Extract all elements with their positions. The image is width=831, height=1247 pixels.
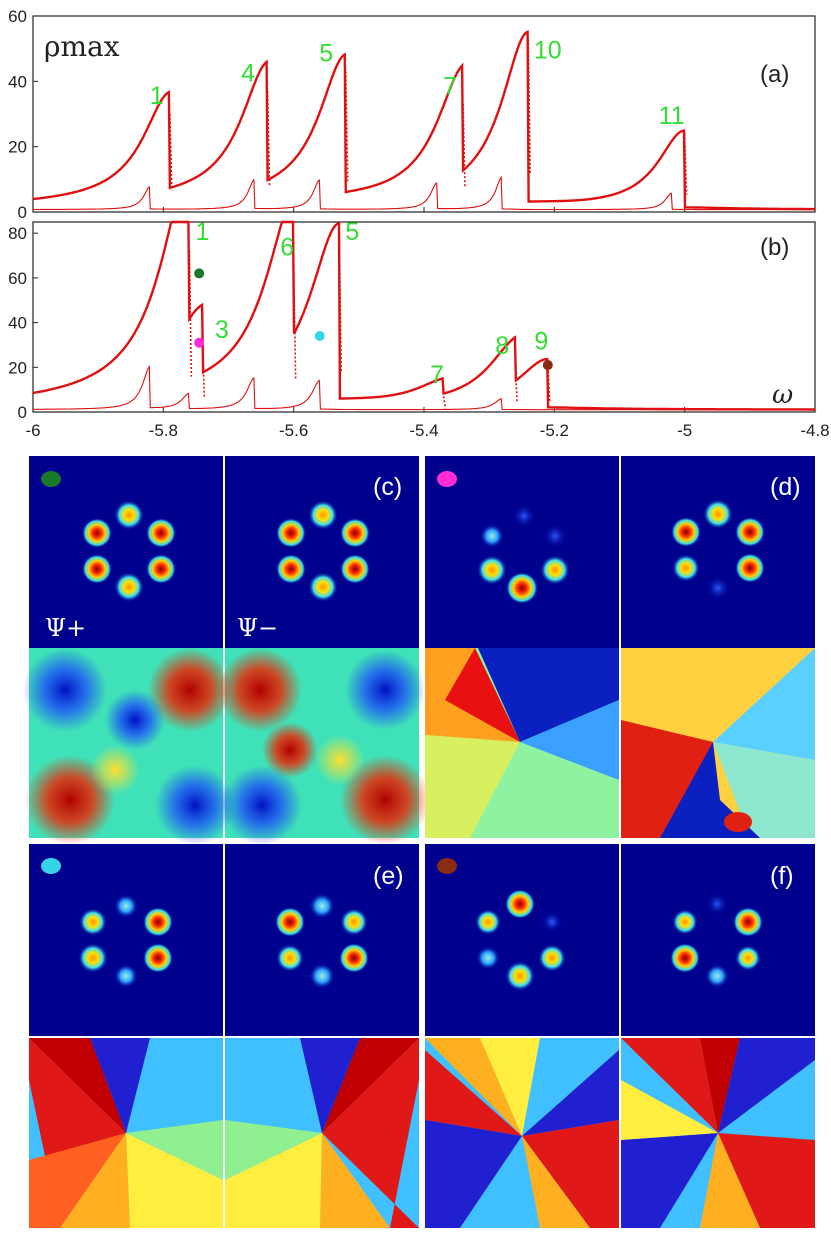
ytick-label: 40 [8, 314, 27, 333]
peak-label: 7 [443, 72, 457, 100]
series-upper-branch [32, 30, 815, 211]
peak-label: 10 [534, 36, 562, 64]
density-minus-f [621, 844, 815, 1036]
unstable-branch-dots [201, 342, 206, 397]
panel-a-label: (a) [760, 61, 789, 88]
panel-a-axes [32, 15, 816, 213]
peak-label: 3 [215, 316, 229, 344]
xtick-label: -5.2 [540, 421, 569, 440]
series-lower-branch [33, 175, 815, 211]
panel-b-axes [32, 221, 816, 413]
heatmap-panel-f: (f) [425, 844, 815, 1228]
panel-a-ylabel: ρmax [44, 30, 120, 63]
ring-c-plus [82, 500, 176, 602]
density-plus-c [29, 456, 223, 648]
peak-label: 4 [241, 59, 255, 87]
ring-c-minus [276, 500, 370, 602]
peak-label: 11 [659, 102, 685, 130]
panel-b-xlabel: ω [772, 380, 793, 410]
unstable-branch-dots [338, 233, 343, 373]
series-lower-branch [33, 364, 815, 411]
xtick-label: -5.6 [279, 421, 308, 440]
unstable-branch-dots [292, 264, 297, 380]
state-marker [542, 360, 553, 371]
panel-b-label: (b) [760, 234, 789, 261]
peak-label: 1 [150, 82, 164, 110]
panel-c-label: (c) [373, 473, 402, 501]
heatmap-panel-c: (c) Ψ+ Ψ− [23, 456, 430, 845]
ytick-label: 20 [8, 138, 27, 157]
xtick-label: -6 [25, 421, 40, 440]
psi-plus-label: Ψ+ [45, 614, 86, 642]
ytick-label: 80 [8, 224, 27, 243]
density-plus-f [425, 844, 619, 1036]
peak-label: 9 [534, 327, 548, 355]
xtick-label: -5.4 [409, 421, 438, 440]
psi-minus-label: Ψ− [237, 614, 278, 642]
xtick-label: -5 [677, 421, 692, 440]
ytick-label: 0 [18, 203, 27, 222]
peak-label: 5 [345, 218, 359, 246]
marker-c [41, 471, 61, 487]
panel-d-label: (d) [770, 473, 801, 501]
xtick-label: -4.8 [800, 421, 829, 440]
ytick-label: 60 [8, 7, 27, 26]
unstable-branch-dots [547, 362, 551, 402]
unstable-branch-dots [442, 396, 447, 409]
density-minus-c [225, 456, 419, 648]
peak-label: 5 [319, 40, 333, 68]
ytick-label: 0 [18, 403, 27, 422]
unstable-branch-dots [188, 251, 193, 377]
peak-label: 1 [195, 218, 209, 246]
panel-f-label: (f) [770, 862, 794, 890]
density-minus-d [621, 456, 815, 648]
panel-a-plot: 0 20 40 60 1 4 5 7 10 11 [8, 7, 816, 222]
series-upper-branch [32, 220, 815, 411]
ytick-label: 40 [8, 72, 27, 91]
ytick-label: 60 [8, 269, 27, 288]
peak-label: 7 [430, 361, 444, 389]
state-marker [194, 268, 205, 279]
density-plus-d [425, 456, 619, 648]
marker-d [437, 471, 457, 487]
panel-b-plot: 0 20 40 60 80 -6 -5.8 -5.6 -5.4 -5.2 -5 -4.8 1 3 6 5 7 8 9 [8, 218, 830, 440]
heatmap-panel-e: (e) [29, 844, 419, 1228]
unstable-branch-dots [169, 113, 173, 191]
heatmap-panel-d: (d) [425, 456, 815, 838]
state-marker [194, 337, 205, 348]
unstable-branch-dots [527, 38, 532, 174]
unstable-branch-dots [514, 367, 518, 403]
peak-label: 8 [495, 332, 509, 360]
xtick-label: -5.8 [149, 421, 178, 440]
marker-e [41, 858, 61, 874]
panel-e-label: (e) [373, 862, 404, 890]
density-plus-e [29, 844, 223, 1036]
density-minus-e [225, 844, 419, 1036]
marker-f [437, 858, 457, 874]
peak-label: 6 [280, 234, 294, 262]
ytick-label: 20 [8, 358, 27, 377]
state-marker [314, 331, 325, 341]
